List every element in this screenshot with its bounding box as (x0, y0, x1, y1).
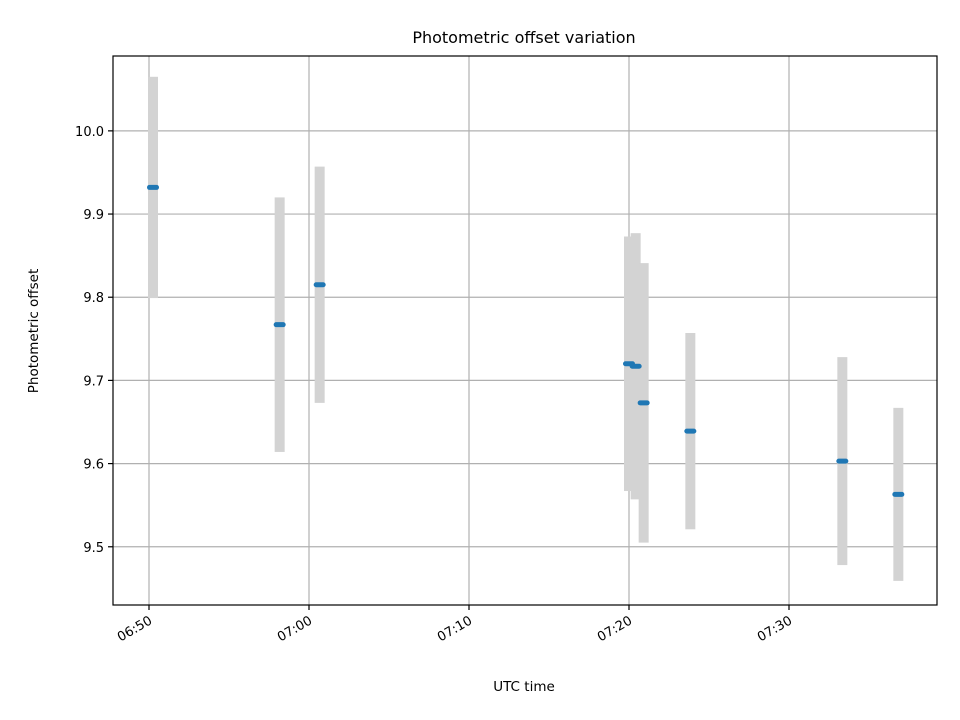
data-point (836, 458, 849, 464)
x-tick-label: 07:20 (595, 613, 635, 645)
y-tick-label: 9.9 (83, 208, 104, 223)
data-point (313, 282, 326, 288)
y-axis-ticks: 9.5 9.6 9.7 9.8 9.9 10.0 (75, 125, 113, 556)
x-tick-label: 07:00 (275, 613, 315, 645)
data-point (147, 184, 159, 190)
x-axis-label: UTC time (493, 679, 555, 695)
x-axis-ticks: 06:50 07:00 07:10 07:20 07:30 (115, 605, 795, 645)
data-point (684, 428, 697, 434)
x-tick-label: 07:10 (435, 613, 475, 645)
chart-title: Photometric offset variation (412, 28, 635, 47)
data-point (273, 322, 286, 328)
x-tick-label: 06:50 (115, 613, 155, 645)
y-tick-label: 9.7 (83, 374, 104, 389)
x-tick-label: 07:30 (755, 613, 795, 645)
y-tick-label: 10.0 (75, 125, 104, 140)
y-tick-label: 9.8 (83, 291, 104, 306)
data-point (892, 491, 905, 497)
plot-frame (112, 55, 938, 606)
data-points (147, 184, 905, 497)
y-axis-label: Photometric offset (26, 269, 42, 393)
y-tick-label: 9.5 (83, 541, 104, 556)
data-point (629, 363, 642, 369)
grid-lines (113, 56, 937, 605)
data-point (637, 400, 650, 406)
y-tick-label: 9.6 (83, 458, 104, 473)
error-bars (148, 76, 904, 581)
